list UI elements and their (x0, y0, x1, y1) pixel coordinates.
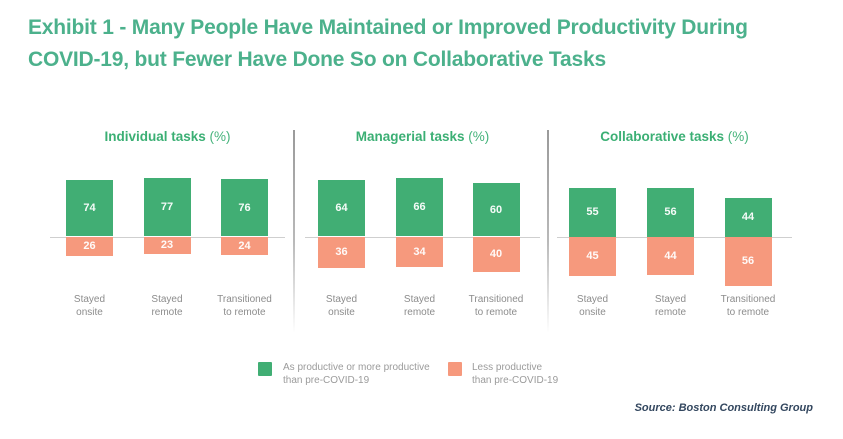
category-label-collaborative-tasks-stayed-onsite: Stayed onsite (535, 293, 651, 319)
panel-title-text: Collaborative tasks (600, 129, 728, 144)
bar-positive-individual-tasks-transitioned-to-remote: 76 (221, 178, 268, 237)
panel-title-text: Managerial tasks (355, 129, 469, 144)
category-label-line: Stayed (151, 294, 183, 305)
bar-positive-managerial-tasks-stayed-onsite: 64 (318, 179, 365, 237)
category-label-managerial-tasks-transitioned-to-remote: Transitioned to remote (438, 293, 554, 319)
legend-negative-line1: Less productive (472, 362, 543, 373)
legend-label-negative: Less productive than pre-COVID-19 (472, 361, 558, 387)
category-label-line: Transitioned (468, 294, 524, 305)
exhibit-title: Exhibit 1 - Many People Have Maintained … (28, 12, 828, 76)
category-label-managerial-tasks-stayed-onsite: Stayed onsite (284, 293, 400, 319)
bar-negative-managerial-tasks-transitioned-to-remote: 40 (472, 236, 520, 272)
category-label-line: Stayed (576, 294, 609, 305)
category-label-line: remote (151, 307, 183, 318)
category-label-individual-tasks-transitioned-to-remote: Transitioned to remote (187, 293, 303, 319)
legend-positive-line2: than pre-COVID-19 (283, 375, 370, 386)
panel-title-text: Individual tasks (104, 129, 210, 144)
category-label-line: remote (403, 307, 436, 318)
bar-positive-collaborative-tasks-stayed-onsite: 55 (569, 188, 616, 237)
bar-negative-collaborative-tasks-transitioned-to-remote: 56 (724, 236, 772, 286)
source-attribution: Source: Boston Consulting Group (634, 402, 813, 414)
exhibit-title-line1: Exhibit 1 - Many People Have Maintained … (28, 16, 748, 39)
panel-title-unit: (%) (209, 129, 231, 144)
bar-positive-collaborative-tasks-stayed-remote: 56 (647, 187, 694, 237)
bar-positive-individual-tasks-stayed-remote: 77 (143, 177, 191, 237)
category-label-line: onsite (328, 307, 355, 318)
category-label-line: onsite (76, 307, 103, 318)
category-label-individual-tasks-stayed-onsite: Stayed onsite (32, 293, 148, 319)
panel-title-individual-tasks: Individual tasks (%) (48, 129, 288, 144)
panel-title-managerial-tasks: Managerial tasks (%) (303, 129, 543, 144)
bar-negative-managerial-tasks-stayed-onsite: 36 (318, 236, 365, 269)
legend-label-positive: As productive or more productive than pr… (283, 361, 430, 387)
category-label-line: remote (654, 307, 687, 318)
bar-positive-individual-tasks-stayed-onsite: 74 (66, 180, 113, 237)
category-label-line: Transitioned (217, 294, 272, 305)
category-label-line: Stayed (73, 294, 106, 305)
bar-negative-collaborative-tasks-stayed-remote: 44 (647, 236, 694, 275)
panel-title-unit: (%) (468, 129, 490, 144)
category-label-line: to remote (223, 307, 266, 318)
category-label-line: Stayed (325, 294, 358, 305)
legend-positive-line1: As productive or more productive (283, 362, 430, 373)
bar-negative-individual-tasks-transitioned-to-remote: 24 (221, 236, 268, 255)
panel-divider-1 (293, 130, 295, 333)
category-label-line: onsite (579, 307, 606, 318)
exhibit-title-line2: COVID-19, but Fewer Have Done So on Coll… (28, 48, 606, 71)
bar-positive-managerial-tasks-stayed-remote: 66 (396, 178, 443, 237)
legend-swatch-negative (448, 362, 462, 376)
category-label-managerial-tasks-stayed-remote: Stayed remote (362, 293, 478, 319)
category-label-line: to remote (726, 307, 770, 318)
bar-negative-individual-tasks-stayed-onsite: 26 (66, 236, 113, 257)
panel-divider-2 (547, 130, 549, 333)
bar-negative-collaborative-tasks-stayed-onsite: 45 (569, 236, 616, 276)
panel-title-collaborative-tasks: Collaborative tasks (%) (555, 129, 795, 144)
category-label-line: Stayed (403, 294, 436, 305)
legend-swatch-positive (258, 362, 272, 376)
category-label-line: Transitioned (720, 294, 776, 305)
category-label-collaborative-tasks-transitioned-to-remote: Transitioned to remote (690, 293, 806, 319)
legend-negative-line2: than pre-COVID-19 (472, 375, 559, 386)
category-label-line: to remote (474, 307, 518, 318)
category-label-individual-tasks-stayed-remote: Stayed remote (109, 293, 225, 319)
category-label-line: Stayed (654, 294, 687, 305)
bar-negative-individual-tasks-stayed-remote: 23 (143, 236, 191, 254)
bar-negative-managerial-tasks-stayed-remote: 34 (396, 236, 443, 267)
bar-positive-collaborative-tasks-transitioned-to-remote: 44 (724, 198, 772, 237)
panel-title-unit: (%) (727, 129, 749, 144)
category-label-collaborative-tasks-stayed-remote: Stayed remote (613, 293, 729, 319)
bar-positive-managerial-tasks-transitioned-to-remote: 60 (472, 183, 520, 237)
